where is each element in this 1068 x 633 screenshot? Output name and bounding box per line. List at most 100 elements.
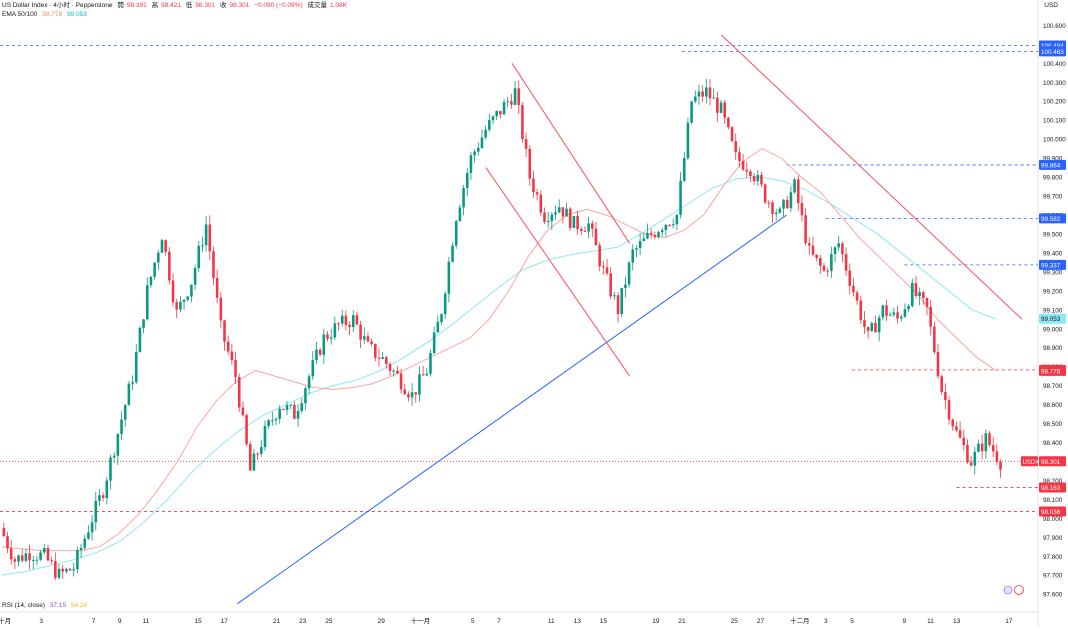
candle-body (370, 341, 373, 344)
candle-body (579, 229, 583, 231)
candle-body (701, 91, 704, 97)
candle-body (535, 192, 539, 195)
candle-body (973, 451, 977, 466)
x-tick-label: 9 (902, 618, 906, 625)
candle-body (105, 480, 109, 499)
candle-body (90, 522, 94, 533)
candle-body (712, 97, 715, 99)
candle-body (318, 349, 322, 355)
candle-body (359, 324, 362, 340)
candle-body (344, 315, 348, 325)
candle-body (554, 212, 557, 215)
candle-body (447, 261, 451, 294)
candle-body (414, 392, 418, 395)
trendline-channel-lower-a (485, 167, 631, 377)
candle-body (546, 221, 550, 223)
x-tick-label: 13 (953, 618, 961, 625)
candle-body (760, 174, 763, 185)
candle-body (39, 552, 42, 560)
candle-body (730, 127, 734, 142)
candle-body (193, 268, 197, 285)
candle-body (362, 336, 366, 340)
price-label-box (1039, 482, 1066, 493)
x-tick-label: 7 (92, 618, 96, 625)
y-tick-label: 99.000 (1043, 326, 1063, 333)
candle-body (237, 377, 241, 408)
candle-body (285, 405, 289, 410)
x-tick-label: 11 (548, 618, 555, 625)
candle-body (624, 284, 627, 288)
y-tick-label: 98.600 (1043, 402, 1063, 409)
legend-ema-label: EMA 50/100 (2, 11, 38, 18)
candle-body (223, 320, 226, 342)
candle-body (499, 111, 502, 115)
trendline-descending-resistance (720, 34, 1023, 320)
candle-body (660, 230, 664, 233)
y-tick-label: 100.600 (1043, 23, 1066, 30)
candle-body (955, 426, 958, 431)
candle-body (830, 254, 833, 271)
candle-body (252, 453, 256, 471)
candle-body (57, 568, 61, 578)
legend-symbol: US Dollar Index · 4小时 · Pepperstone (2, 2, 113, 9)
legend-ema50: 98.778 (42, 11, 63, 18)
x-tick-label: 十二月 (790, 616, 810, 625)
x-tick-label: 3 (39, 618, 43, 625)
x-tick-label: 5 (850, 618, 854, 625)
candle-body (863, 320, 866, 327)
candle-body (127, 383, 131, 406)
candle-body (120, 419, 123, 435)
candle-body (671, 224, 675, 226)
x-tick-label: 23 (299, 618, 307, 625)
price-label-text: 99.864 (1041, 162, 1061, 169)
legend-high: 98.421 (161, 2, 181, 9)
candle-body (925, 297, 929, 307)
candle-body (785, 199, 789, 209)
candle-body (248, 444, 252, 471)
legend-change: −0.090 (−0.09%) (254, 2, 303, 9)
candle-body (866, 326, 870, 331)
price-label-text: 98.778 (1041, 368, 1061, 375)
legend-rsi-row: RSI (14, close) 37.15 54.24 (2, 601, 90, 610)
candle-body (877, 317, 881, 333)
candle-body (300, 403, 304, 411)
candle-body (984, 433, 988, 452)
currency-label[interactable]: USD (1044, 2, 1058, 9)
candle-body (763, 184, 767, 203)
candle-body (491, 116, 495, 121)
legend-close-label: 收 (219, 2, 227, 9)
y-tick-label: 98.900 (1043, 345, 1063, 352)
legend-low-label: 低 (185, 2, 193, 9)
candle-body (532, 178, 535, 193)
candle-body (219, 297, 223, 321)
x-tick-label: 7 (497, 618, 501, 625)
candle-body (892, 312, 896, 315)
candle-body (204, 224, 208, 246)
y-tick-label: 99.400 (1043, 250, 1063, 257)
y-tick-label: 99.900 (1043, 156, 1063, 163)
candle-body (6, 536, 9, 549)
legend-ema100: 99.053 (66, 11, 87, 18)
legend-rsi-label: RSI (14, close) (2, 602, 45, 609)
price-label-box (1039, 313, 1066, 324)
candle-body (76, 549, 79, 570)
candle-body (171, 280, 175, 303)
candle-body (311, 360, 315, 377)
candle-body (903, 309, 907, 317)
candle-body (190, 284, 193, 297)
candle-body (690, 101, 693, 123)
candle-body (245, 415, 248, 445)
x-tick-label: 17 (1005, 618, 1013, 625)
candle-body (418, 374, 421, 395)
x-tick-label: 11 (142, 618, 149, 625)
candle-body (524, 139, 528, 149)
candle-body (465, 173, 469, 189)
candle-body (668, 224, 671, 226)
candle-body (429, 353, 432, 374)
price-label-box (1039, 159, 1066, 170)
x-tick-label: 25 (325, 618, 333, 625)
candle-body (403, 389, 407, 395)
price-label-text: 98.036 (1041, 509, 1061, 516)
candle-body (870, 323, 874, 331)
